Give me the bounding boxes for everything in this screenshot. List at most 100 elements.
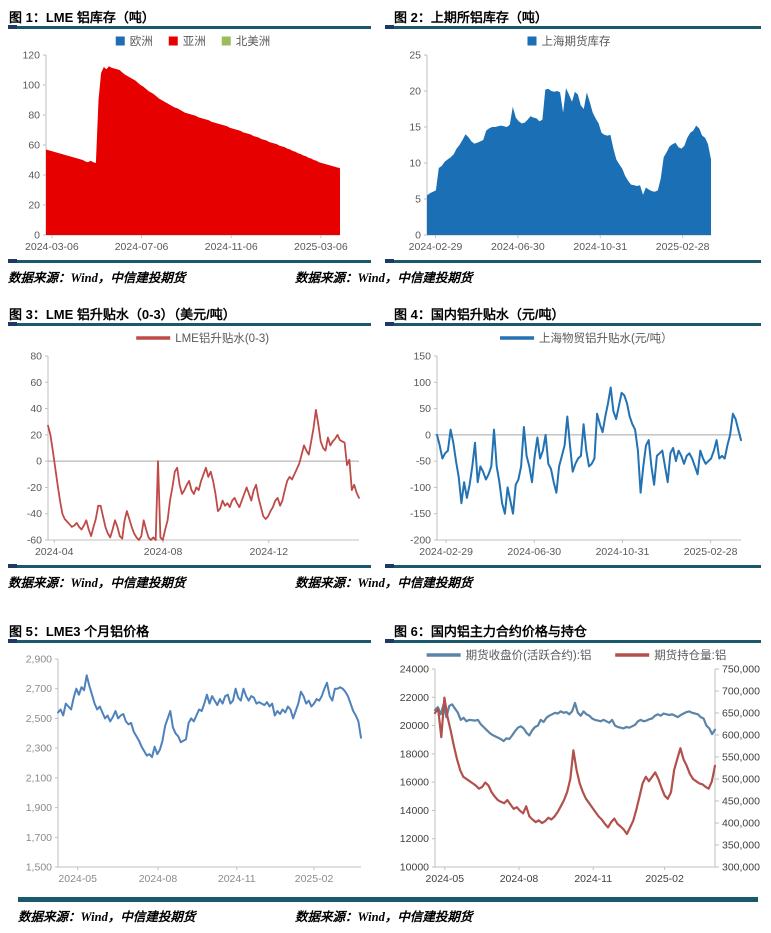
y-tick-label: 2,100	[26, 772, 52, 784]
figure-2-bottom-rule	[385, 259, 761, 263]
y2-tick-label: 600,000	[722, 730, 760, 742]
y-tick-label: 150	[413, 351, 431, 363]
y2-tick-label: 550,000	[722, 752, 760, 764]
legend-marker-square	[168, 36, 178, 46]
figure-1-chart: 0 20 40 60 80 100 120 2024-03-06 2024-07-06 2024-…	[22, 34, 347, 253]
figure-3-panel: 图 3：LME 铝升贴水（0-3）（美元/吨） -60 -40 -20 0 20 40 60…	[0, 297, 385, 568]
rule-cap	[8, 639, 17, 643]
figure-6-panel: 图 6：国内铝主力合约价格与持仓 10000 12000 14000 16000 180…	[385, 614, 771, 893]
x-tick-label: 2024-05	[426, 873, 465, 885]
x-tick-label: 2024-02-29	[419, 546, 473, 558]
y2-tick-label: 400,000	[722, 818, 760, 830]
y-tick-label: 20	[409, 86, 421, 98]
series-line-LME3个月铝价格	[57, 674, 362, 759]
figure-5-title: 图 5：LME3 个月铝价格	[9, 624, 150, 639]
legend-marker-square	[221, 36, 231, 46]
rule-line	[8, 640, 371, 643]
y-tick-label: 0	[425, 429, 431, 441]
source-note: 数据来源：Wind，中信建投期货	[8, 271, 186, 285]
rule-line	[8, 26, 371, 29]
rule-line	[8, 260, 371, 263]
rule-cap	[385, 639, 394, 643]
rule-cap	[8, 322, 17, 326]
figure-4-title: 图 4：国内铝升贴水（元/吨）	[394, 307, 565, 322]
figure-6-chart: 10000 12000 14000 16000 18000 20000 22000 24000…	[400, 648, 760, 885]
y-tick-label: 1,700	[26, 832, 52, 844]
legend-label: 上海期货库存	[542, 34, 611, 48]
figure-1-bottom-rule	[8, 259, 371, 263]
x-tick-label: 2024-10-31	[573, 241, 627, 253]
series-line-期货持仓量:铝	[433, 696, 717, 836]
y-tick-label: -150	[410, 508, 431, 520]
figure-5-top-rule	[8, 639, 371, 643]
legend-label: 亚洲	[183, 35, 206, 48]
x-tick-label: 2024-02-29	[409, 241, 463, 253]
figure-4-bottom-rule	[385, 564, 761, 568]
rule-line	[385, 260, 761, 263]
y-tick-label: 0	[36, 456, 42, 468]
y-tick-label: -20	[27, 482, 42, 494]
y-tick-label: 12000	[400, 833, 429, 845]
figure-4-top-rule	[385, 322, 761, 326]
y-tick-label: -50	[416, 456, 431, 468]
y-tick-label: 40	[30, 403, 42, 415]
rule-line	[8, 323, 371, 326]
y-tick-label: 0	[34, 230, 40, 242]
chart-row-3: 图 5：LME3 个月铝价格 1,500 1,700 1,900 2,100 2,300…	[0, 614, 771, 893]
y-tick-label: 1,500	[26, 862, 52, 874]
x-tick-label: 2024-06-30	[491, 241, 545, 253]
y2-tick-label: 300,000	[722, 862, 760, 874]
figure-3-bottom-rule	[8, 564, 371, 568]
y-tick-label: 10	[409, 158, 421, 170]
series-line-期货收盘价(活跃合约):铝	[433, 701, 717, 743]
rule-cap	[8, 259, 17, 263]
x-tick-label: 2024-08	[139, 873, 178, 885]
figure-2-title: 图 2：上期所铝库存（吨）	[394, 10, 548, 25]
y-tick-label: 2,900	[26, 654, 52, 666]
series-line-LME铝升贴水(0-3)	[47, 409, 360, 541]
rule-cap	[385, 322, 394, 326]
y-tick-label: -60	[27, 535, 42, 547]
figure-3-top-rule	[8, 322, 371, 326]
rule-line	[385, 565, 761, 568]
figure-1-top-rule	[8, 25, 371, 29]
y-tick-label: 24000	[400, 664, 429, 676]
x-tick-label: 2024-10-31	[596, 546, 650, 558]
source-row-2: 数据来源：Wind，中信建投期货 数据来源：Wind，中信建投期货	[0, 568, 771, 592]
y2-tick-label: 450,000	[722, 796, 760, 808]
y2-tick-label: 650,000	[722, 708, 760, 720]
source-row-1: 数据来源：Wind，中信建投期货 数据来源：Wind，中信建投期货	[0, 263, 771, 287]
legend-label: 北美洲	[236, 34, 271, 48]
legend-label: 欧洲	[130, 35, 153, 48]
y-tick-label: 100	[22, 80, 40, 92]
y-tick-label: 80	[30, 351, 42, 363]
y-tick-label: 60	[28, 140, 40, 152]
y-tick-label: 40	[28, 170, 40, 182]
figure-1-panel: 图 1：LME 铝库存（吨） 0 20 40 60 80 100 120 2024-03-06…	[0, 0, 385, 263]
x-tick-label: 2025-02-28	[656, 241, 710, 253]
figure-2-chart: 0 5 10 15 20 25 2024-02-29 2024-06-30 2024-10-31…	[409, 34, 711, 253]
x-tick-label: 2024-08	[500, 873, 539, 885]
y-tick-label: 1,900	[26, 802, 52, 814]
y-tick-label: 2,700	[26, 683, 52, 695]
figure-2-top-rule	[385, 25, 761, 29]
y-tick-label: 14000	[400, 805, 429, 817]
x-tick-label: 2025-02	[295, 873, 334, 885]
y-tick-label: 80	[28, 110, 40, 122]
x-tick-label: 2025-02	[645, 873, 684, 885]
x-tick-label: 2024-05	[58, 873, 97, 885]
y-tick-label: 22000	[400, 692, 429, 704]
figure-5-panel: 图 5：LME3 个月铝价格 1,500 1,700 1,900 2,100 2,300…	[0, 614, 385, 893]
x-tick-label: 2024-04	[35, 546, 74, 558]
y2-tick-label: 500,000	[722, 774, 760, 786]
figure-6-title: 图 6：国内铝主力合约价格与持仓	[394, 624, 587, 639]
legend-marker-square	[527, 36, 537, 46]
source-note: 数据来源：Wind，中信建投期货	[295, 576, 473, 590]
y-tick-label: 100	[413, 377, 431, 389]
y-tick-label: 15	[409, 122, 421, 134]
y-tick-label: 2,500	[26, 713, 52, 725]
figure-2-panel: 图 2：上期所铝库存（吨） 0 5 10 15 20 25 2024-02-29 2024-0…	[385, 0, 771, 263]
legend-label: LME铝升贴水(0-3)	[175, 331, 269, 345]
x-tick-label: 2024-11-06	[205, 241, 258, 253]
